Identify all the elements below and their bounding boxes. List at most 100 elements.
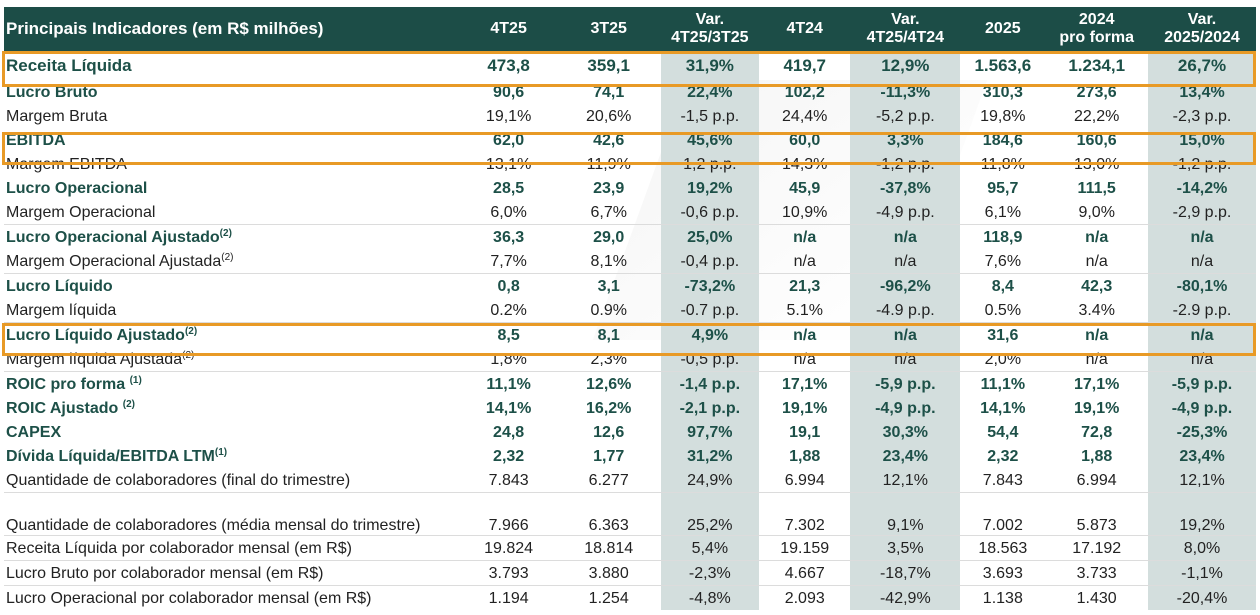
cell-value: 7,6% bbox=[960, 249, 1046, 274]
cell-value: 60,0 bbox=[789, 131, 821, 149]
cell-value: 0.2% bbox=[460, 298, 557, 323]
cell-value: 10,9% bbox=[759, 200, 851, 225]
indicators-table: Principais Indicadores (em R$ milhões) 4T… bbox=[4, 7, 1256, 610]
cell-value: 102,2 bbox=[784, 83, 825, 101]
cell-value: 4.667 bbox=[759, 560, 851, 586]
cell-value: 111,5 bbox=[1077, 179, 1116, 197]
cell-value: 419,7 bbox=[783, 56, 826, 75]
table-row: ROIC Ajustado (2) 14,1% 16,2% -2,1 p.p. 19,1… bbox=[4, 396, 1256, 420]
cell-value: 25,2% bbox=[660, 492, 760, 536]
cell-value: 273,6 bbox=[1076, 83, 1117, 101]
row-label: Receita Líquida bbox=[4, 51, 460, 80]
cell-value: 45,6% bbox=[660, 128, 760, 152]
footnote-marker: (1) bbox=[214, 446, 228, 458]
cell-value: 17,1% bbox=[1074, 375, 1120, 393]
indicators-table-container: Principais Indicadores (em R$ milhões) 4T… bbox=[4, 7, 1256, 610]
cell-value: 97,7% bbox=[660, 420, 760, 444]
cell-value: 5.873 bbox=[1045, 492, 1149, 536]
cell-value: n/a bbox=[1148, 224, 1256, 249]
row-label: Margem líquida Ajustada(2) bbox=[4, 347, 461, 372]
cell-value: 19,2% bbox=[660, 176, 760, 200]
cell-value: 7.843 bbox=[960, 468, 1046, 493]
header-line2: 4T25/3T25 bbox=[671, 29, 749, 46]
cell-value: -1,2 p.p. bbox=[850, 152, 961, 176]
cell-value: 1,2 p.p. bbox=[660, 152, 760, 176]
cell-value: 28,5 bbox=[493, 179, 525, 197]
header-line1: Var. bbox=[891, 11, 920, 28]
cell-value: 21,3 bbox=[789, 277, 821, 295]
cell-value: 7.843 bbox=[460, 468, 557, 493]
table-row: Margem líquida Ajustada(2) 1,8% 2,3% -0,5 p… bbox=[4, 347, 1256, 372]
cell-value: n/a bbox=[1085, 228, 1109, 246]
table-row: Margem Bruta 19,1% 20,6% -1,5 p.p. 24,4% -5,2… bbox=[4, 104, 1256, 128]
cell-value: 11,9% bbox=[586, 155, 631, 173]
row-label: ROIC Ajustado (2) bbox=[4, 396, 460, 420]
row-label-text: Margem EBITDA bbox=[6, 155, 127, 173]
cell-value: 19,1% bbox=[1074, 399, 1120, 417]
cell-value: 18.814 bbox=[556, 535, 661, 561]
row-label-text: Margem Operacional bbox=[6, 203, 156, 221]
cell-value: 18.563 bbox=[960, 535, 1046, 561]
cell-value: -1,5 p.p. bbox=[660, 104, 760, 128]
row-label: Lucro Bruto por colaborador mensal (em R… bbox=[4, 560, 461, 586]
column-header: 4T25 bbox=[460, 7, 557, 51]
header-line1: Var. bbox=[1187, 11, 1217, 28]
row-label: CAPEX bbox=[4, 420, 460, 444]
cell-value: 17,1% bbox=[782, 375, 828, 393]
cell-value: -96,2% bbox=[850, 273, 961, 298]
cell-value: -4.9 p.p. bbox=[850, 298, 961, 323]
header-line1: 2024 bbox=[1078, 11, 1115, 28]
cell-value: 1,88 bbox=[789, 447, 821, 465]
cell-value: 20,6% bbox=[586, 107, 632, 125]
table-row: Receita Líquida por colaborador mensal (… bbox=[4, 535, 1256, 561]
cell-value: 2,3% bbox=[556, 347, 661, 372]
cell-value: 1.254 bbox=[588, 589, 629, 607]
cell-value: -4,9 p.p. bbox=[850, 200, 961, 225]
row-label-text: Margem líquida Ajustada bbox=[6, 350, 183, 368]
cell-value: 8,1% bbox=[556, 249, 661, 274]
header-line1: 4T24 bbox=[786, 20, 823, 37]
cell-value: 8,0% bbox=[1148, 535, 1256, 561]
table-row: Quantidade de colaboradores (média mensa… bbox=[4, 492, 1256, 536]
cell-value: n/a bbox=[850, 322, 961, 347]
header-line1: Var. bbox=[695, 11, 725, 28]
row-label-text: Quantidade de colaboradores (média mensa… bbox=[6, 517, 421, 534]
cell-value: -80,1% bbox=[1148, 273, 1256, 298]
footnote-marker: (2) bbox=[182, 349, 195, 361]
cell-value: -2,3% bbox=[660, 560, 760, 586]
table-row: Lucro Bruto 90,6 74,1 22,4% 102,2 -11,3% 310,3… bbox=[4, 80, 1256, 104]
cell-value: -2,1 p.p. bbox=[660, 396, 760, 420]
row-label: Lucro Operacional por colaborador mensal… bbox=[4, 586, 460, 611]
cell-value: 12,6 bbox=[593, 423, 625, 441]
cell-value: 6,0% bbox=[460, 200, 557, 225]
cell-value: 118,9 bbox=[983, 228, 1023, 246]
row-label-text: Margem Operacional Ajustada bbox=[6, 252, 222, 270]
cell-value: 19,8% bbox=[980, 107, 1026, 125]
cell-value: 3.793 bbox=[460, 560, 557, 586]
row-label: Margem EBITDA bbox=[4, 152, 460, 176]
row-label-text: Lucro Operacional bbox=[6, 179, 148, 197]
cell-value: 9,1% bbox=[850, 492, 961, 536]
cell-value: -25,3% bbox=[1148, 420, 1256, 444]
cell-value: 95,7 bbox=[987, 179, 1019, 197]
cell-value: 8,5 bbox=[497, 326, 520, 344]
header-line1: 3T25 bbox=[590, 20, 627, 37]
cell-value: 2.093 bbox=[784, 589, 825, 607]
row-label: Margem Operacional Ajustada(2) bbox=[4, 249, 461, 274]
row-label-text: CAPEX bbox=[6, 423, 62, 441]
cell-value: -2,3 p.p. bbox=[1148, 104, 1256, 128]
table-row: Lucro Operacional por colaborador mensal… bbox=[4, 585, 1256, 611]
cell-value: -4,9 p.p. bbox=[1148, 396, 1256, 420]
row-label: Margem Operacional bbox=[4, 200, 461, 225]
cell-value: 74,1 bbox=[593, 83, 625, 101]
footnote-marker: (1) bbox=[129, 374, 142, 386]
cell-value: -0,4 p.p. bbox=[660, 249, 760, 274]
cell-value: 13,0% bbox=[1074, 155, 1120, 173]
row-label-text: Lucro Operacional por colaborador mensal… bbox=[6, 589, 372, 607]
cell-value: 90,6 bbox=[493, 83, 525, 101]
cell-value: n/a bbox=[1148, 322, 1256, 347]
cell-value: 473,8 bbox=[487, 56, 530, 75]
cell-value: 15,0% bbox=[1148, 128, 1256, 152]
column-header: 2025 bbox=[960, 7, 1046, 51]
cell-value: -37,8% bbox=[850, 176, 961, 200]
